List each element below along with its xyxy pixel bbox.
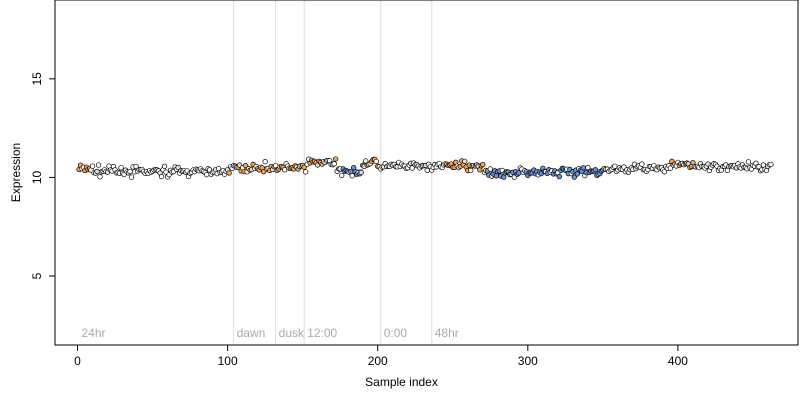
data-point [667, 165, 674, 171]
data-point [358, 169, 364, 176]
data-point [242, 162, 249, 169]
data-point [127, 168, 133, 175]
data-point [262, 159, 268, 165]
data-point [574, 171, 581, 177]
data-point [161, 163, 168, 169]
plot-frame [54, 0, 799, 346]
data-points [76, 156, 774, 180]
data-point [349, 173, 355, 179]
y-tick-label: 10 [30, 170, 44, 184]
data-point [331, 161, 337, 167]
data-point [580, 165, 587, 171]
reference-line-label: 48hr [435, 326, 459, 340]
data-point [203, 172, 210, 178]
data-point [468, 167, 474, 174]
data-point [348, 168, 354, 175]
reference-line-labels: 24hr dawn dusk 12:00 0:00 48hr [82, 326, 459, 340]
data-point [333, 156, 339, 162]
reference-line-label: 24hr [82, 326, 106, 340]
data-point [339, 172, 345, 178]
y-axis-title: Expression [9, 143, 23, 202]
x-axis-title: Sample index [365, 375, 438, 389]
data-point [462, 158, 468, 165]
data-point [768, 161, 774, 168]
y-tick-label: 5 [30, 272, 44, 279]
x-tick-label: 100 [218, 354, 238, 368]
data-point [94, 168, 100, 175]
data-point [175, 164, 181, 171]
data-point [487, 166, 493, 172]
data-point [592, 167, 599, 173]
data-point [303, 169, 309, 175]
data-point [226, 170, 232, 176]
data-point [516, 170, 522, 176]
y-axis: 5 10 15 [30, 72, 55, 279]
x-tick-label: 200 [368, 354, 388, 368]
data-point [556, 173, 562, 180]
data-point [282, 167, 288, 173]
data-point [351, 164, 357, 171]
data-point [158, 174, 165, 180]
data-point [89, 163, 96, 169]
data-point [97, 174, 103, 180]
reference-line-label: 12:00 [307, 326, 337, 340]
data-point [409, 165, 415, 171]
x-tick-label: 0 [74, 354, 81, 368]
data-point [745, 159, 752, 165]
data-point [373, 158, 379, 165]
data-point [501, 174, 507, 180]
reference-line-label: dusk [279, 326, 305, 340]
reference-line-label: dawn [237, 326, 266, 340]
x-tick-label: 400 [668, 354, 688, 368]
data-point [480, 161, 486, 168]
data-point [612, 163, 618, 169]
data-point [128, 174, 135, 180]
data-point [118, 165, 124, 171]
y-tick-label: 15 [30, 72, 44, 86]
data-point [571, 174, 577, 180]
x-tick-label: 300 [518, 354, 538, 368]
data-point [95, 162, 102, 168]
x-axis: 0 100 200 300 400 [74, 345, 688, 368]
reference-line-label: 0:00 [384, 326, 408, 340]
data-point [639, 161, 645, 167]
data-point [661, 169, 668, 175]
data-point [585, 164, 591, 171]
